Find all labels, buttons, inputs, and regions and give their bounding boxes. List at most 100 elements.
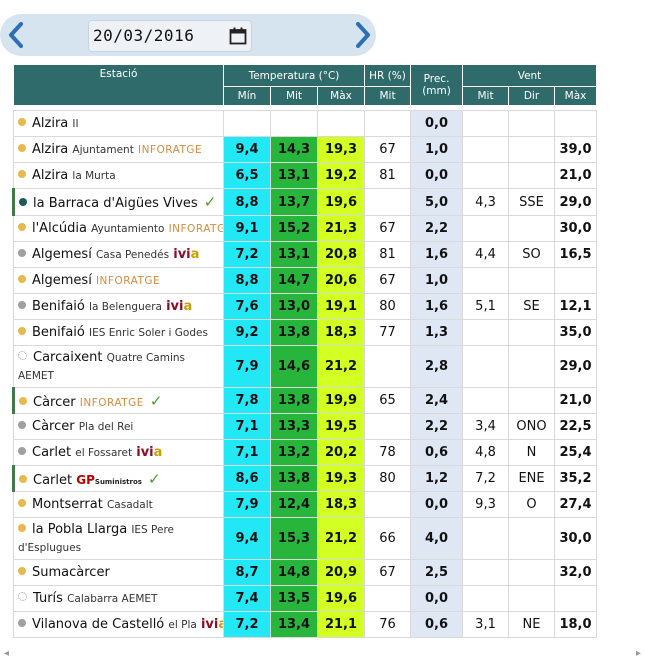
station-cell[interactable]: Alzira Ajuntament INFORATGE [13, 136, 224, 163]
temp-min-cell: 7,9 [223, 345, 271, 388]
table-row[interactable]: Alzira II 0,0 [13, 110, 598, 137]
table-row[interactable]: Turís Calabarra AEMET 7,4 13,5 19,6 0,0 [13, 585, 598, 612]
station-cell[interactable]: Montserrat Casadalt [13, 491, 224, 518]
horizontal-scrollbar[interactable]: ◂ ▸ [0, 648, 645, 662]
wind-mit-cell [462, 162, 510, 189]
station-cell[interactable]: Turís Calabarra AEMET [13, 585, 224, 612]
header-station[interactable]: Estació [13, 64, 224, 106]
station-location: IES Enric Soler i Godes [89, 327, 208, 339]
date-input[interactable]: 20/03/2016 [88, 20, 252, 52]
verified-check-icon: ✓ [149, 391, 163, 410]
wind-max-cell: 25,4 [554, 439, 598, 466]
temp-min-cell: 7,1 [223, 413, 271, 440]
wind-mit-cell [462, 215, 510, 242]
header-temp-max[interactable]: Màx [316, 86, 366, 106]
precipitation-cell: 1,2 [410, 465, 464, 492]
temp-max-cell [316, 110, 366, 137]
station-cell[interactable]: Sumacàrcer [13, 559, 224, 586]
station-status-icon [18, 523, 26, 532]
wind-dir-cell [508, 110, 556, 137]
table-row[interactable]: Algemesí INFORATGE 8,8 14,7 20,6 67 1,0 [13, 267, 598, 294]
humidity-cell [364, 491, 412, 518]
station-cell[interactable]: Càrcer INFORATGE ✓ [12, 387, 224, 414]
wind-dir-cell: SE [508, 293, 556, 320]
header-wind-dir[interactable]: Dir [508, 86, 556, 106]
station-cell[interactable]: Alzira la Murta [13, 162, 224, 189]
station-cell[interactable]: Algemesí INFORATGE [13, 267, 224, 294]
precipitation-cell: 0,0 [410, 585, 464, 612]
temp-max-cell: 20,8 [316, 241, 366, 268]
temp-max-cell: 20,6 [316, 267, 366, 294]
station-cell[interactable]: Benifaió IES Enric Soler i Godes [13, 319, 224, 346]
header-temp-mit[interactable]: Mit [270, 86, 318, 106]
wind-dir-cell [508, 319, 556, 346]
station-cell[interactable]: Càrcer Pla del Rei [13, 413, 224, 440]
station-cell[interactable]: la Barraca d'Aigües Vives ✓ [12, 188, 224, 216]
station-cell[interactable]: Alzira II [13, 110, 224, 137]
gp-logo-subtext: Suministros [94, 477, 142, 486]
table-row[interactable]: Sumacàrcer 8,7 14,8 20,9 67 2,5 32,0 [13, 559, 598, 586]
temp-min-cell: 9,4 [223, 136, 271, 163]
prev-day-button[interactable] [5, 20, 27, 50]
scroll-right-icon[interactable]: ▸ [635, 648, 641, 659]
scroll-left-icon[interactable]: ◂ [4, 648, 10, 659]
precipitation-cell: 2,8 [410, 345, 464, 388]
temp-min-cell: 7,6 [223, 293, 271, 320]
temp-mit-cell: 14,7 [270, 267, 318, 294]
temp-min-cell: 7,2 [223, 611, 271, 638]
station-name: la Barraca d'Aigües Vives [33, 196, 198, 211]
table-row[interactable]: Alzira la Murta 6,5 13,1 19,2 81 0,0 21,0 [13, 162, 598, 189]
temp-min-cell: 7,1 [223, 439, 271, 466]
table-row[interactable]: Benifaió la Belenguera ivia 7,6 13,0 19,1 80… [13, 293, 598, 320]
table-row[interactable]: Carcaixent Quatre Camins AEMET 7,9 14,6 21,2… [13, 345, 598, 388]
station-name: Benifaió [32, 299, 85, 314]
table-row[interactable]: la Pobla Llarga IES Pere d'Esplugues 9,4 15… [13, 517, 598, 560]
calendar-icon[interactable] [229, 27, 247, 45]
temp-mit-cell: 13,4 [270, 611, 318, 638]
station-cell[interactable]: Vilanova de Castelló el Pla ivia [13, 611, 224, 638]
table-row[interactable]: Algemesí Casa Penedés ivia 7,2 13,1 20,8 81 1… [13, 241, 598, 268]
wind-mit-cell: 3,1 [462, 611, 510, 638]
table-row[interactable]: Vilanova de Castelló el Pla ivia7,213,42… [13, 611, 598, 638]
temp-max-cell: 20,2 [316, 439, 366, 466]
station-name: Sumacàrcer [32, 565, 110, 580]
table-row[interactable]: Càrcer INFORATGE ✓ 7,8 13,8 19,9 65 2,4 21,0 [12, 387, 598, 414]
table-row[interactable]: l'Alcúdia Ayuntamiento INFORATGE9,115,22… [13, 215, 598, 242]
temp-mit-cell [270, 110, 318, 137]
station-name: Alzira [32, 142, 69, 157]
station-cell[interactable]: Benifaió la Belenguera ivia [13, 293, 224, 320]
header-wind-max[interactable]: Màx [554, 86, 598, 106]
station-cell[interactable]: l'Alcúdia Ayuntamiento INFORATGE [13, 215, 224, 242]
station-location: Ayuntamiento [91, 223, 165, 235]
station-cell[interactable]: Carlet el Fossaret ivia [13, 439, 224, 466]
station-cell[interactable]: la Pobla Llarga IES Pere d'Esplugues [13, 517, 224, 560]
station-location: el Fossaret [75, 447, 133, 459]
station-location: Calabarra AEMET [67, 593, 158, 605]
header-wind-mit[interactable]: Mit [462, 86, 510, 106]
table-row[interactable]: Alzira Ajuntament INFORATGE 9,4 14,3 19,3 67… [13, 136, 598, 163]
humidity-cell: 76 [364, 611, 412, 638]
temp-max-cell: 18,3 [316, 319, 366, 346]
next-day-button[interactable] [352, 20, 374, 50]
station-cell[interactable]: Algemesí Casa Penedés ivia [13, 241, 224, 268]
table-row[interactable]: Càrcer Pla del Rei 7,1 13,3 19,5 2,2 3,4 ONO 22… [13, 413, 598, 440]
table-row[interactable]: Carlet GPSuministros ✓ 8,6 13,8 19,3 80 1,2 7,2… [12, 465, 598, 492]
header-precipitation: Prec. (mm) [410, 64, 464, 106]
table-row[interactable]: Montserrat Casadalt 7,9 12,4 18,3 0,0 9,3 O 27,… [13, 491, 598, 518]
table-row[interactable]: Carlet el Fossaret ivia 7,1 13,2 20,2 78 0,6 4… [13, 439, 598, 466]
temp-mit-cell: 13,8 [270, 465, 318, 492]
station-status-icon [18, 170, 26, 178]
temp-max-cell: 21,2 [316, 517, 366, 560]
station-cell[interactable]: Carcaixent Quatre Camins AEMET [13, 345, 224, 388]
precipitation-cell: 2,2 [410, 413, 464, 440]
temp-min-cell: 9,2 [223, 319, 271, 346]
temp-max-cell: 20,9 [316, 559, 366, 586]
header-temp-min[interactable]: Mín [223, 86, 271, 106]
header-hr-mit[interactable]: Mit [364, 86, 412, 106]
table-row[interactable]: la Barraca d'Aigües Vives ✓ 8,8 13,7 19,6 5,0… [12, 188, 598, 216]
station-cell[interactable]: Carlet GPSuministros ✓ [12, 465, 224, 492]
humidity-cell: 78 [364, 439, 412, 466]
station-name: Benifaió [32, 325, 85, 340]
precipitation-cell: 0,0 [410, 491, 464, 518]
table-row[interactable]: Benifaió IES Enric Soler i Godes 9,2 13,8 1… [13, 319, 598, 346]
